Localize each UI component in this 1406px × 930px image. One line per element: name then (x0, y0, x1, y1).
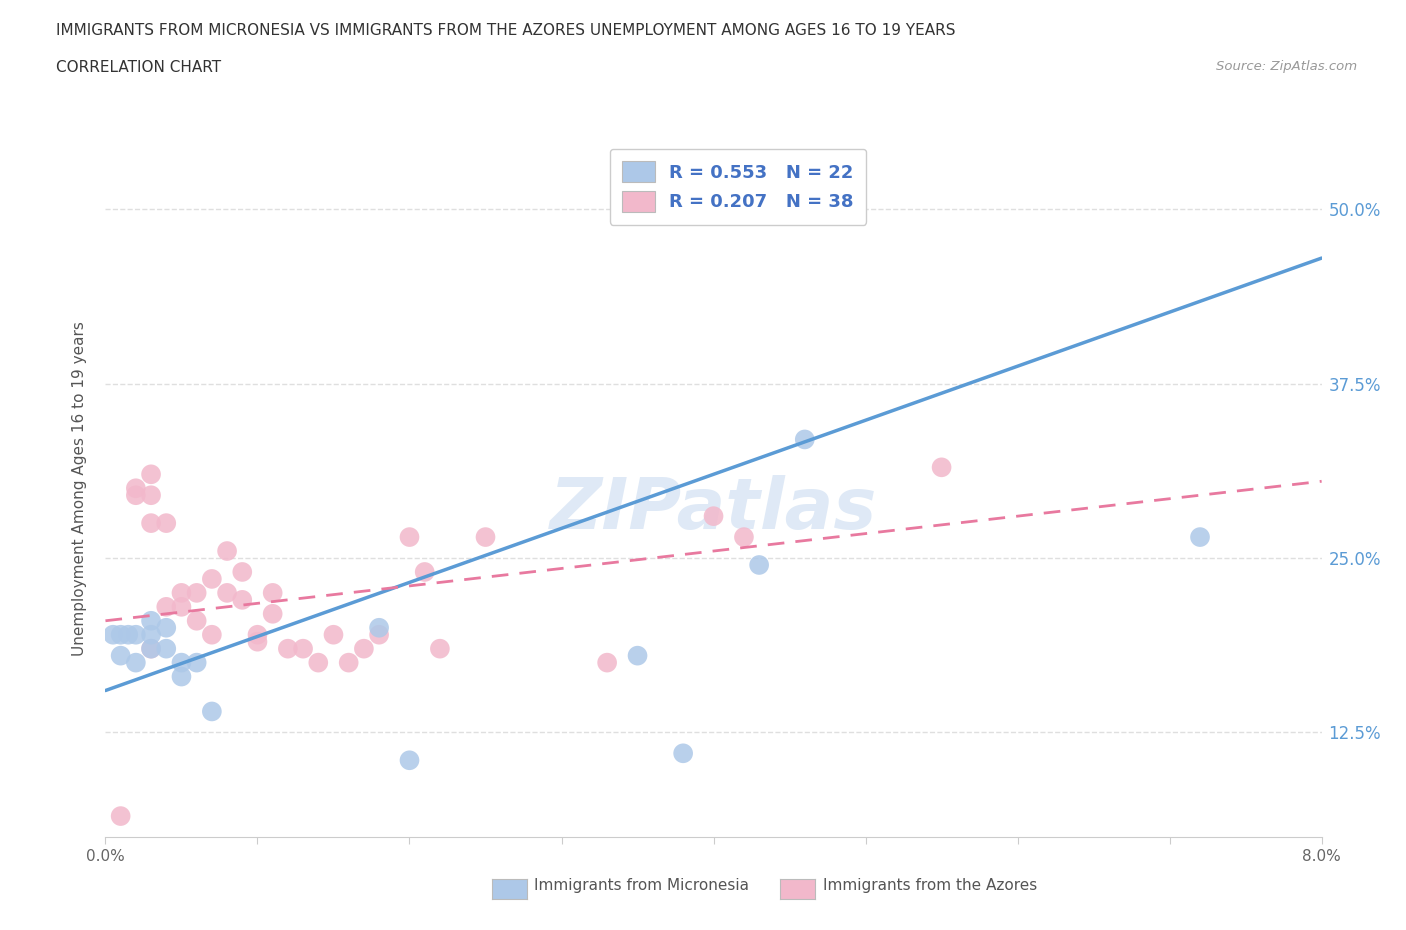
Point (353, 642, 375, 657)
Point (474, 530, 496, 545)
Point (170, 600, 193, 615)
Point (170, 656, 193, 671)
Point (277, 642, 299, 657)
Point (733, 530, 755, 545)
Point (139, 614, 162, 629)
Point (413, 565, 436, 579)
Point (170, 670, 193, 684)
Point (139, 642, 162, 657)
Point (322, 628, 344, 643)
Point (596, 656, 619, 671)
Text: Source: ZipAtlas.com: Source: ZipAtlas.com (1216, 60, 1357, 73)
Point (155, 600, 177, 615)
Point (201, 628, 224, 643)
Point (186, 586, 208, 601)
Legend: R = 0.553   N = 22, R = 0.207   N = 38: R = 0.553 N = 22, R = 0.207 N = 38 (610, 149, 866, 224)
Point (262, 586, 284, 601)
Point (201, 704, 224, 719)
Point (398, 530, 420, 545)
Text: ZIPatlas: ZIPatlas (550, 474, 877, 544)
Point (139, 628, 162, 643)
Point (246, 634, 269, 649)
Point (626, 648, 648, 663)
Point (217, 586, 239, 601)
Point (931, 460, 953, 474)
Point (170, 586, 193, 601)
Point (125, 628, 148, 643)
Point (117, 628, 139, 643)
Point (125, 656, 148, 671)
Point (368, 628, 391, 643)
Point (139, 488, 162, 503)
Point (139, 642, 162, 657)
Point (292, 642, 315, 657)
Point (125, 481, 148, 496)
Point (748, 558, 770, 573)
Point (246, 628, 269, 643)
Text: Immigrants from the Azores: Immigrants from the Azores (823, 878, 1036, 893)
Text: IMMIGRANTS FROM MICRONESIA VS IMMIGRANTS FROM THE AZORES UNEMPLOYMENT AMONG AGES: IMMIGRANTS FROM MICRONESIA VS IMMIGRANTS… (56, 23, 956, 38)
Point (110, 809, 132, 824)
Y-axis label: Unemployment Among Ages 16 to 19 years: Unemployment Among Ages 16 to 19 years (72, 321, 87, 656)
Point (337, 656, 360, 671)
Point (139, 515, 162, 530)
Point (110, 628, 132, 643)
Point (307, 656, 329, 671)
Point (262, 606, 284, 621)
Point (1188, 530, 1211, 545)
Point (429, 642, 451, 657)
Point (672, 746, 695, 761)
Point (101, 628, 124, 643)
Point (368, 620, 391, 635)
Text: Immigrants from Micronesia: Immigrants from Micronesia (534, 878, 749, 893)
Point (793, 432, 815, 447)
Point (231, 565, 253, 579)
Point (217, 543, 239, 558)
Point (155, 515, 177, 530)
Point (186, 614, 208, 629)
Text: CORRELATION CHART: CORRELATION CHART (56, 60, 221, 75)
Point (398, 753, 420, 768)
Point (201, 571, 224, 587)
Point (702, 509, 725, 524)
Point (231, 592, 253, 607)
Point (110, 648, 132, 663)
Point (125, 488, 148, 503)
Point (139, 467, 162, 482)
Point (186, 656, 208, 671)
Point (155, 642, 177, 657)
Point (155, 620, 177, 635)
